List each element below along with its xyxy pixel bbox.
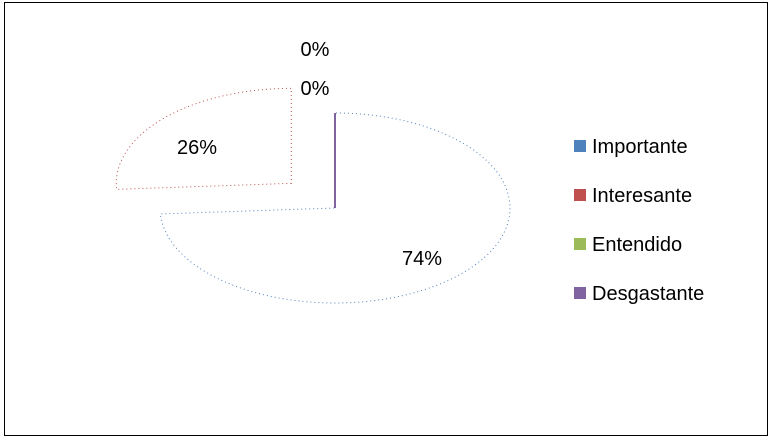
legend-label-interesante: Interesante <box>592 185 692 207</box>
legend-swatch-interesante <box>574 189 586 201</box>
legend: Importante Interesante Entendido Desgast… <box>574 136 704 305</box>
legend-item-importante: Importante <box>574 136 688 158</box>
data-label-importante: 74% <box>402 248 442 270</box>
data-label-interesante: 26% <box>177 137 217 159</box>
legend-swatch-entendido <box>574 238 586 250</box>
data-label-entendido: 0% <box>301 78 330 100</box>
chart-area: 0% 0% 26% 74% Importante Interesante Ent… <box>4 2 768 436</box>
pie-slice-importante <box>159 112 511 304</box>
data-label-desgastante: 0% <box>301 39 330 61</box>
legend-item-interesante: Interesante <box>574 185 692 207</box>
legend-item-desgastante: Desgastante <box>574 283 704 305</box>
data-labels: 0% 0% 26% 74% <box>177 39 442 270</box>
legend-swatch-importante <box>574 140 586 152</box>
legend-item-entendido: Entendido <box>574 234 682 256</box>
pie-slice-interesante <box>115 87 292 190</box>
legend-swatch-desgastante <box>574 287 586 299</box>
pie-slices <box>115 87 511 304</box>
legend-label-desgastante: Desgastante <box>592 283 704 305</box>
legend-label-entendido: Entendido <box>592 234 682 256</box>
pie-chart: 0% 0% 26% 74% Importante Interesante Ent… <box>115 39 704 305</box>
legend-label-importante: Importante <box>592 136 688 158</box>
